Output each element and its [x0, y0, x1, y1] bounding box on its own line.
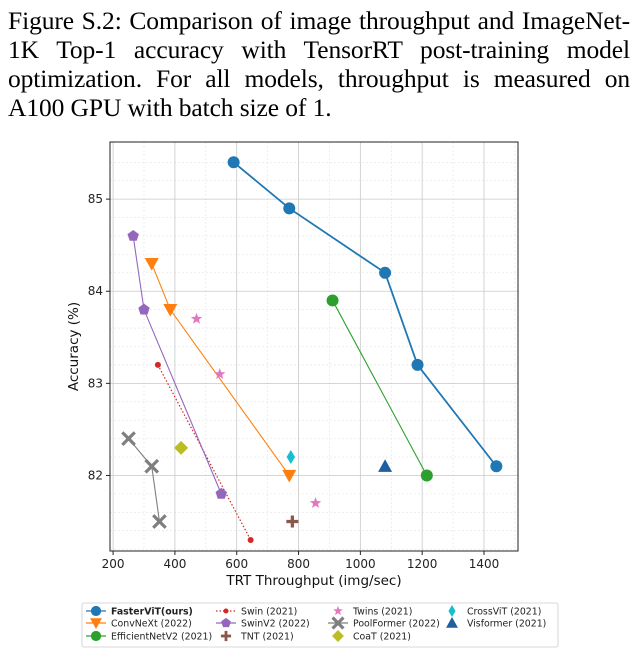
legend-marker-twins-2021: [333, 605, 343, 616]
legend-marker-poolformer-2022: [331, 616, 345, 630]
data-point-crossvit-2021: [286, 450, 296, 465]
data-point-fastervit-ours: [411, 358, 424, 371]
legend-label-swin-2021: Swin (2021): [241, 606, 297, 617]
legend-item-twins-2021: Twins (2021): [333, 605, 412, 617]
data-point-poolformer-2022: [121, 431, 136, 446]
legend-marker-coat-2021: [332, 630, 344, 642]
data-point-fastervit-ours: [227, 156, 240, 169]
x-tick-label: 1200: [407, 557, 438, 571]
x-tick-label: 600: [225, 557, 248, 571]
legend-marker-fastervit-ours: [90, 605, 102, 617]
legend-item-swin-2021: Swin (2021): [216, 606, 297, 617]
series-line-fastervit-ours: [233, 161, 498, 467]
data-point-swinv2-2022: [215, 487, 227, 499]
legend-label-fastervit-ours: FasterViT(ours): [111, 606, 193, 617]
legend-label-poolformer-2022: PoolFormer (2022): [353, 618, 440, 629]
data-point-swin-2021: [247, 536, 254, 543]
legend-item-swinv2-2022: SwinV2 (2022): [216, 617, 310, 629]
legend-label-swinv2-2022: SwinV2 (2022): [241, 618, 310, 629]
data-point-visformer-2021: [378, 459, 393, 472]
y-tick-label: 83: [88, 376, 103, 390]
legend-marker-tnt-2021: [220, 630, 232, 642]
data-point-fastervit-ours: [379, 266, 392, 279]
x-tick-label: 200: [102, 557, 125, 571]
plot-frame: [109, 141, 519, 552]
y-tick-label: 85: [88, 192, 103, 206]
legend-label-visformer-2021: Visformer (2021): [467, 618, 546, 629]
data-point-swinv2-2022: [127, 229, 139, 241]
y-axis-label: Accuracy (%): [66, 302, 82, 391]
legend: FasterViT(ours)ConvNeXt (2022) EfficientN…: [81, 602, 559, 648]
data-point-coat-2021: [174, 440, 189, 455]
data-point-efficientnetv2-2021: [326, 294, 339, 307]
legend-item-efficientnetv2-2021: EfficientNetV2 (2021): [86, 630, 212, 642]
y-tick-label: 84: [88, 284, 103, 298]
legend-marker-swin-2021: [223, 608, 229, 614]
legend-label-crossvit-2021: CrossViT (2021): [467, 606, 541, 617]
grid: [110, 142, 518, 551]
data-point-convnext-2022: [163, 304, 178, 317]
legend-item-visformer-2021: Visformer (2021): [446, 617, 546, 629]
legend-marker-swinv2-2022: [221, 617, 231, 628]
data-point-swin-2021: [154, 361, 161, 368]
legend-marker-crossvit-2021: [448, 605, 456, 617]
data-point-poolformer-2022: [144, 458, 160, 474]
x-axis-label: TRT Throughput (img/sec): [225, 573, 401, 589]
series-lines: [128, 161, 498, 541]
x-tick-label: 1000: [345, 557, 376, 571]
series-markers: [121, 156, 503, 543]
data-point-convnext-2022: [144, 257, 159, 271]
data-point-poolformer-2022: [152, 514, 167, 529]
axis-ticks: 200 400 600 800 1000 1200 1400 82 83 84 85: [88, 192, 500, 571]
x-tick-label: 400: [163, 557, 186, 571]
legend-item-poolformer-2022: PoolFormer (2022): [328, 616, 440, 630]
data-point-fastervit-ours: [283, 202, 296, 215]
legend-label-convnext-2022: ConvNeXt (2022): [111, 618, 192, 629]
data-point-fastervit-ours: [490, 460, 503, 473]
series-line-efficientnetv2-2021: [332, 300, 428, 476]
series-line-convnext-2022: [151, 263, 290, 476]
legend-marker-visformer-2021: [446, 617, 458, 628]
legend-frame: [81, 602, 559, 648]
legend-item-crossvit-2021: CrossViT (2021): [448, 605, 541, 617]
x-tick-label: 800: [287, 557, 310, 571]
legend-label-efficientnetv2-2021: EfficientNetV2 (2021): [111, 631, 212, 642]
legend-marker-convnext-2022: [90, 618, 102, 629]
data-point-twins-2021: [190, 312, 203, 324]
legend-label-coat-2021: CoaT (2021): [353, 631, 411, 642]
data-point-tnt-2021: [286, 515, 299, 528]
data-point-swinv2-2022: [138, 303, 150, 315]
legend-item-fastervit-ours: FasterViT(ours): [86, 605, 193, 617]
legend-marker-efficientnetv2-2021: [90, 630, 102, 642]
data-point-twins-2021: [309, 497, 322, 508]
y-tick-label: 82: [88, 468, 103, 482]
figure-caption: Figure S.2: Comparison of image throughp…: [8, 6, 630, 122]
data-point-efficientnetv2-2021: [420, 469, 433, 482]
data-point-twins-2021: [214, 368, 226, 379]
legend-item-coat-2021: CoaT (2021): [332, 630, 411, 642]
legend-item-convnext-2022: ConvNeXt (2022): [86, 618, 192, 629]
data-point-convnext-2022: [282, 469, 297, 483]
x-tick-label: 1400: [469, 557, 500, 571]
legend-label-tnt-2021: TNT (2021): [240, 631, 294, 642]
legend-item-tnt-2021: TNT (2021): [220, 630, 294, 642]
legend-label-twins-2021: Twins (2021): [352, 606, 412, 617]
